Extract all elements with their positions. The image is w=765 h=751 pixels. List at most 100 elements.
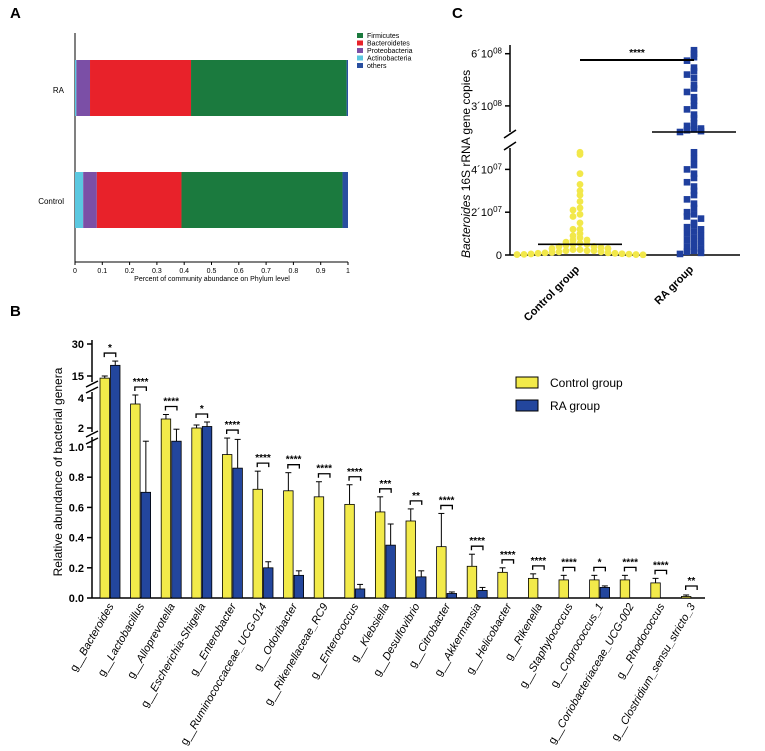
panel-b-y-tick-label: 4 [78, 393, 85, 405]
bacteroides-copies-scatter: 0 2´1007 4´1007 3´1008 6´1008 Bacteroides 16… [459, 45, 740, 324]
point-ra-group [690, 102, 698, 110]
point-control-group [576, 246, 584, 254]
x-tick-label: 0.9 [316, 268, 326, 275]
legend-swatch-actinobacteria [357, 55, 363, 61]
point-control-group [590, 247, 598, 255]
significance-label: **** [286, 455, 302, 466]
significance-bracket [501, 559, 515, 564]
bar-g-clostridium-sensu-stricto-3-control-group [681, 596, 692, 599]
significance-bracket [348, 476, 362, 481]
significance-bracket [134, 386, 147, 391]
point-ra-group [697, 226, 705, 233]
point-control-group [576, 151, 584, 158]
bar-g-lactobacillus-control-group [130, 403, 141, 599]
significance-label: **** [531, 556, 547, 567]
point-ra-group [690, 187, 698, 195]
point-control-group [576, 234, 584, 242]
significance-label: * [200, 404, 204, 415]
point-control-group [576, 198, 584, 205]
significance-label: ** [688, 576, 696, 587]
point-ra-group [690, 204, 698, 212]
bar-g-escherichia-shigella-ra-group [201, 426, 213, 599]
significance-label: **** [255, 453, 271, 464]
bar-g-enterococcus-control-group [344, 503, 355, 599]
legend-label-firmicutes: Firmicutes [367, 33, 400, 40]
bar-ra-bacteroidetes [90, 60, 192, 116]
bar-g-rikenellaceae-rc9-control-group [313, 496, 325, 599]
point-ra-group [683, 230, 691, 237]
panel-b-y-tick-label: 0.6 [69, 502, 84, 514]
point-ra-group [690, 241, 698, 248]
bar-g-odoribacter-control-group [283, 490, 294, 599]
legend-swatch-firmicutes [357, 33, 363, 38]
bar-g-escherichia-shigella-control-group [191, 427, 202, 599]
bar-g-citrobacter-control-group [436, 546, 447, 599]
legend-swatch-ra [515, 399, 539, 412]
significance-bracket [685, 585, 698, 590]
point-control-group [541, 249, 549, 257]
point-ra-group [690, 161, 698, 169]
panel-b-y-tick-label: 1.0 [69, 442, 84, 454]
point-control-group [569, 213, 577, 220]
point-control-group [513, 251, 521, 258]
point-ra-group [690, 93, 698, 101]
significance-bracket [287, 464, 300, 469]
significance-label: **** [500, 550, 516, 561]
bar-g-desulfovibrio-control-group [405, 520, 416, 599]
significance-bracket [562, 566, 576, 572]
legend-label-proteobacteria: Proteobacteria [367, 48, 413, 55]
panel-b-y-tick-label: 0.2 [69, 563, 84, 575]
bar-control-proteobacteria [83, 172, 97, 228]
point-control-group [534, 249, 542, 257]
significance-bracket [623, 566, 637, 572]
point-control-group [576, 170, 584, 178]
bar-ra-proteobacteria [76, 60, 91, 116]
panel-b-y-label: Relative abundance of bacterial genera [51, 367, 65, 576]
point-ra-group [683, 208, 691, 216]
point-ra-group [690, 50, 698, 57]
point-ra-group [697, 127, 705, 135]
panel-b-axis-break-mark [85, 430, 99, 438]
point-ra-group [690, 64, 698, 71]
point-control-group [639, 251, 647, 259]
bar-g-enterococcus-ra-group [354, 588, 366, 599]
x-tick-label: 0.3 [152, 268, 162, 275]
point-ra-group [690, 97, 698, 104]
significance-label: * [598, 557, 602, 568]
bar-g-bacteroides-ra-group [110, 364, 121, 599]
bar-control-bacteroidetes [96, 172, 182, 228]
panel-c-letter: C [452, 5, 463, 22]
point-ra-group [690, 148, 698, 156]
significance-label: **** [439, 495, 455, 506]
point-ra-group [697, 238, 705, 246]
panel-a-letter: A [10, 5, 21, 22]
panel-c-y-label: Bacteroides 16S rRNA gene copies [459, 70, 473, 258]
point-ra-group [697, 215, 705, 222]
panel-c-y-tick-label: 2´1007 [471, 205, 502, 219]
point-control-group [597, 248, 605, 256]
panel-c-y-tick-label: 6´1008 [471, 47, 502, 61]
bar-g-coprococcus-1-ra-group [599, 587, 610, 599]
bar-g-akkermansia-control-group [466, 565, 478, 599]
point-control-group [569, 206, 577, 214]
significance-bracket [256, 462, 270, 468]
panel-b-axis-break-mark [85, 380, 99, 388]
significance-bracket [164, 405, 178, 411]
bar-g-enterobacter-control-group [221, 454, 233, 599]
point-control-group [604, 249, 612, 257]
point-control-group [618, 250, 626, 258]
point-control-group [583, 247, 591, 255]
significance-bracket [317, 473, 331, 478]
point-control-group [576, 180, 584, 188]
legend-label-bacteroidetes: Bacteroidetes [367, 41, 410, 48]
point-ra-group [676, 250, 684, 258]
point-ra-group [683, 122, 691, 130]
panel-c-y-label-italic: Bacteroides [459, 195, 473, 258]
significance-label: **** [561, 557, 577, 568]
point-ra-group [683, 236, 691, 244]
legend-swatch-bacteroidetes [357, 40, 363, 46]
bar-control-firmicutes [181, 172, 343, 228]
panel-b-axis-break-mark [85, 386, 99, 394]
